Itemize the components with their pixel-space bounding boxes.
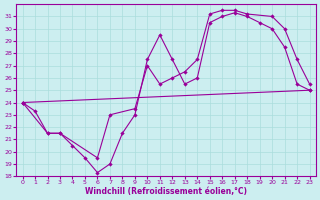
X-axis label: Windchill (Refroidissement éolien,°C): Windchill (Refroidissement éolien,°C): [85, 187, 247, 196]
